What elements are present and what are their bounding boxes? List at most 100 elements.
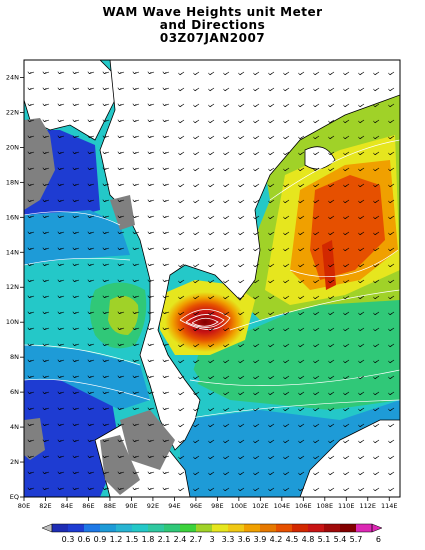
x-tick-label: 98E [211, 502, 223, 510]
direction-arrow [72, 215, 80, 218]
direction-arrow [283, 263, 290, 268]
direction-arrow [72, 135, 80, 138]
direction-arrow [72, 455, 80, 458]
direction-arrow [298, 199, 305, 204]
direction-arrow [102, 199, 110, 202]
direction-arrow [117, 423, 125, 426]
direction-arrow [178, 247, 185, 252]
colorbar-label: 4.8 [302, 535, 315, 544]
land-hainan [304, 146, 336, 170]
direction-arrow [268, 487, 275, 492]
direction-arrow [193, 135, 200, 140]
direction-arrow [373, 135, 380, 140]
direction-arrow [238, 311, 245, 316]
direction-arrow [253, 455, 260, 460]
direction-arrow [388, 439, 395, 444]
direction-arrow [162, 167, 170, 170]
direction-arrow [57, 183, 65, 186]
direction-arrow [313, 359, 320, 364]
direction-arrow [178, 199, 185, 204]
direction-arrow [223, 103, 230, 108]
direction-arrow [343, 487, 350, 492]
direction-arrow [313, 423, 320, 428]
x-tick-label: 112E [360, 502, 377, 510]
direction-arrow [57, 151, 65, 154]
direction-arrow [328, 247, 335, 252]
direction-arrow [223, 215, 230, 220]
direction-arrow [178, 279, 185, 284]
direction-arrow [238, 471, 245, 476]
direction-arrow [283, 343, 290, 348]
direction-arrow [42, 199, 50, 202]
direction-arrow [132, 423, 140, 426]
direction-arrow [147, 199, 155, 202]
direction-arrow [208, 263, 215, 268]
direction-arrow [283, 471, 290, 476]
direction-arrow [328, 279, 335, 284]
direction-arrow [147, 263, 155, 266]
direction-arrow [253, 151, 260, 156]
direction-arrow [268, 455, 275, 460]
direction-arrow [343, 423, 350, 428]
direction-arrow [208, 231, 215, 236]
direction-arrow [313, 151, 320, 156]
direction-arrow [253, 183, 260, 188]
direction-arrow [268, 343, 275, 348]
direction-arrow [178, 119, 185, 124]
direction-arrow [102, 423, 110, 426]
direction-arrow [208, 391, 215, 396]
direction-arrow [27, 295, 35, 298]
direction-arrow [87, 151, 95, 154]
direction-arrow [87, 135, 95, 138]
direction-arrow [388, 71, 395, 76]
x-tick-label: 104E [274, 502, 291, 510]
direction-arrow [132, 455, 140, 458]
direction-arrow [132, 151, 140, 154]
direction-arrow [162, 247, 170, 250]
direction-arrow [343, 167, 350, 172]
direction-arrow [42, 119, 50, 122]
direction-arrow [208, 151, 215, 156]
direction-arrow [388, 151, 395, 156]
direction-arrow [193, 119, 200, 124]
direction-arrow [253, 279, 260, 284]
direction-arrow [268, 311, 275, 316]
direction-arrow [223, 71, 230, 76]
direction-arrow [42, 359, 50, 362]
direction-arrow [102, 375, 110, 378]
y-tick-label: 6N [10, 388, 19, 396]
direction-arrow [42, 487, 50, 490]
direction-arrow [72, 375, 80, 378]
direction-arrow [253, 359, 260, 364]
direction-arrow [313, 215, 320, 220]
direction-arrow [358, 391, 365, 396]
direction-arrow [147, 135, 155, 138]
direction-arrow [328, 87, 335, 92]
y-tick-label: 20N [6, 143, 19, 151]
x-axis: 80E 82E 84E 86E 88E 90E 92E 94E 96E 98E 100E 102E 10… [18, 497, 398, 510]
direction-arrow [178, 311, 185, 316]
direction-arrow [102, 167, 110, 170]
direction-arrow [162, 151, 170, 154]
direction-arrow [343, 439, 350, 444]
direction-arrow [268, 103, 275, 108]
direction-arrow [358, 71, 365, 76]
direction-arrow [343, 407, 350, 412]
direction-arrow [147, 423, 155, 426]
y-tick-label: 2N [10, 458, 19, 466]
direction-arrow [72, 439, 80, 442]
direction-arrow [373, 487, 380, 492]
direction-arrow [117, 375, 125, 378]
direction-arrow [313, 471, 320, 476]
direction-arrow [343, 199, 350, 204]
direction-arrow [268, 71, 275, 76]
direction-arrow [268, 471, 275, 476]
direction-arrow [193, 439, 200, 444]
direction-arrow [42, 167, 50, 170]
scs-red-field [322, 240, 336, 290]
direction-arrow [358, 407, 365, 412]
direction-arrow [358, 455, 365, 460]
colorbar-label: 4.2 [270, 535, 283, 544]
x-tick-label: 82E [39, 502, 51, 510]
direction-arrow [268, 439, 275, 444]
